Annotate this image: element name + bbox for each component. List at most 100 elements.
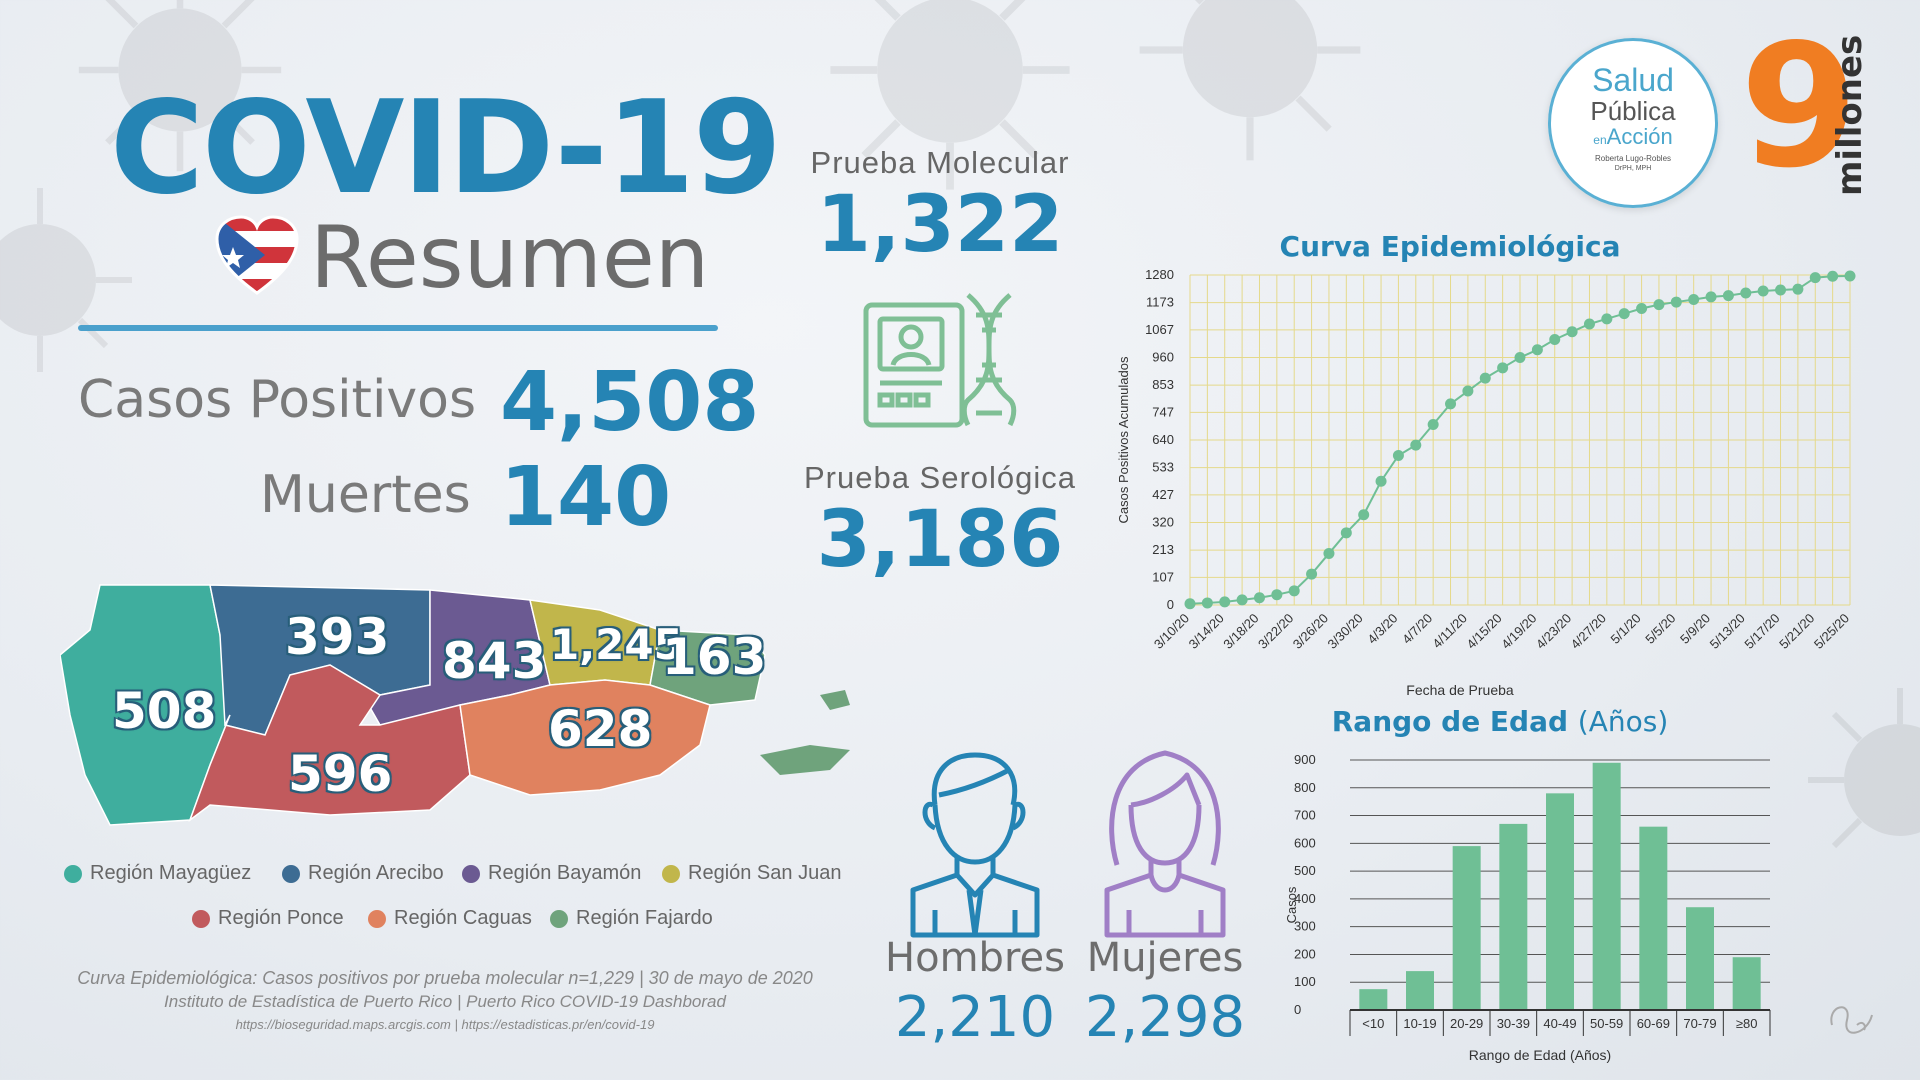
logo-line-en: en bbox=[1593, 133, 1607, 147]
x-tick-label: 5/21/20 bbox=[1776, 611, 1817, 652]
y-tick-label: 100 bbox=[1294, 974, 1316, 989]
age-bar bbox=[1546, 793, 1574, 1010]
epi-curve-point bbox=[1201, 597, 1213, 609]
age-bar bbox=[1452, 846, 1481, 1010]
region-value-fajardo: 163 bbox=[662, 628, 767, 686]
epi-curve-point bbox=[1792, 283, 1804, 295]
footnote-source-1: Curva Epidemiológica: Casos positivos po… bbox=[77, 968, 813, 988]
x-axis-label: Fecha de Prueba bbox=[1406, 682, 1514, 695]
legend-item-arecibo: Región Arecibo bbox=[282, 862, 444, 885]
logo-line-publica: Pública bbox=[1590, 96, 1676, 126]
serologic-test-value: 3,186 bbox=[816, 495, 1064, 585]
y-tick-label: 640 bbox=[1152, 432, 1174, 447]
epi-curve-title: Curva Epidemiológica bbox=[1279, 230, 1621, 263]
age-bar bbox=[1592, 762, 1621, 1010]
x-tick-label: 4/23/20 bbox=[1533, 611, 1574, 652]
y-axis-label: Casos bbox=[1284, 886, 1299, 923]
epi-curve-point bbox=[1410, 439, 1422, 451]
x-tick-label: 5/1/20 bbox=[1608, 611, 1644, 647]
men-value: 2,210 bbox=[894, 985, 1056, 1050]
women-label: Mujeres bbox=[1086, 935, 1244, 981]
molecular-test-label: Prueba Molecular bbox=[810, 145, 1070, 180]
epi-curve-point bbox=[1827, 270, 1839, 282]
x-tick-label: 3/22/20 bbox=[1255, 611, 1296, 652]
epi-curve-point bbox=[1757, 285, 1769, 297]
virus-decoration-icon bbox=[830, 0, 1070, 190]
x-tick-label: 30-39 bbox=[1497, 1016, 1530, 1031]
x-tick-label: 5/13/20 bbox=[1707, 611, 1748, 652]
epi-curve-point bbox=[1809, 272, 1821, 284]
y-axis-label: Casos Positivos Acumulados bbox=[1116, 356, 1131, 523]
y-tick-label: 747 bbox=[1152, 404, 1174, 419]
woman-icon bbox=[1104, 750, 1226, 938]
legend-dot-icon bbox=[550, 909, 568, 928]
puerto-rico-region-map bbox=[60, 584, 850, 826]
x-axis-label: Rango de Edad (Años) bbox=[1469, 1047, 1611, 1063]
epi-curve-point bbox=[1253, 592, 1265, 604]
legend-label-mayaguez: Región Mayagüez bbox=[90, 862, 252, 884]
epi-curve-point bbox=[1566, 326, 1578, 338]
deaths-label: Muertes bbox=[260, 465, 471, 525]
epi-curve-point bbox=[1740, 287, 1752, 299]
y-tick-label: 800 bbox=[1294, 780, 1316, 795]
epi-curve-point bbox=[1323, 547, 1335, 559]
epi-curve-point bbox=[1844, 270, 1856, 282]
epi-curve-point bbox=[1653, 299, 1665, 311]
man-icon bbox=[910, 752, 1040, 938]
legend-label-bayamon: Región Bayamón bbox=[488, 862, 642, 884]
virus-decoration-icon bbox=[0, 188, 132, 372]
legend-item-fajardo: Región Fajardo bbox=[550, 907, 713, 930]
y-tick-label: 200 bbox=[1294, 946, 1316, 961]
epi-curve-point bbox=[1375, 475, 1387, 487]
epi-curve-chart: 0 107 213 320 427 533 640 747 853 960 1067 1173 1280… bbox=[1116, 267, 1856, 695]
map-island-culebra bbox=[820, 690, 850, 710]
age-bar bbox=[1686, 907, 1714, 1010]
epi-curve-point bbox=[1340, 527, 1352, 539]
epi-curve-point bbox=[1306, 568, 1318, 580]
footnote-source-3: https://bioseguridad.maps.arcgis.com | h… bbox=[235, 1017, 655, 1032]
y-tick-label: 0 bbox=[1294, 1002, 1301, 1017]
x-tick-label: 3/10/20 bbox=[1151, 611, 1192, 652]
page-subtitle: Resumen bbox=[310, 208, 710, 308]
age-bar bbox=[1499, 823, 1528, 1010]
y-tick-label: 0 bbox=[1167, 597, 1174, 612]
x-tick-label: 5/25/20 bbox=[1811, 611, 1852, 652]
legend-dot-icon bbox=[368, 909, 386, 928]
page-title: COVID-19 bbox=[110, 74, 782, 223]
x-tick-label: 50-59 bbox=[1590, 1016, 1623, 1031]
legend-dot-icon bbox=[462, 864, 480, 883]
x-tick-label: 5/5/20 bbox=[1642, 611, 1678, 647]
region-value-ponce: 596 bbox=[288, 745, 393, 803]
legend-dot-icon bbox=[192, 909, 210, 928]
age-chart-title: Rango de Edad bbox=[1331, 705, 1569, 738]
epi-curve-point bbox=[1583, 318, 1595, 330]
age-bar bbox=[1406, 971, 1434, 1010]
age-chart-title-unit: (Años) bbox=[1577, 705, 1669, 738]
salud-publica-logo: Salud Pública enAcción Roberta Lugo-Robl… bbox=[1548, 38, 1718, 208]
age-bar-chart: 0 100 200 300 400 500 600 700 800 900 <10 10-19 20-2… bbox=[1284, 752, 1771, 1063]
lab-test-dna-icon bbox=[863, 293, 1017, 428]
y-tick-label: 213 bbox=[1152, 542, 1174, 557]
logo-author: Roberta Lugo-Robles bbox=[1594, 154, 1672, 163]
y-tick-label: 1280 bbox=[1145, 267, 1174, 282]
header-divider bbox=[78, 325, 718, 331]
x-tick-label: 10-19 bbox=[1403, 1016, 1436, 1031]
legend-item-caguas: Región Caguas bbox=[368, 907, 532, 930]
y-tick-label: 900 bbox=[1294, 752, 1316, 767]
deaths-value: 140 bbox=[500, 450, 672, 545]
legend-item-san-juan: Región San Juan bbox=[662, 862, 841, 885]
virus-decoration-icon bbox=[1139, 0, 1361, 161]
y-tick-label: 107 bbox=[1152, 569, 1174, 584]
epi-curve-point bbox=[1479, 372, 1491, 384]
x-tick-label: 70-79 bbox=[1683, 1016, 1716, 1031]
logo-line-accion: Acción bbox=[1606, 124, 1673, 149]
legend-label-arecibo: Región Arecibo bbox=[308, 862, 444, 884]
y-tick-label: 500 bbox=[1294, 863, 1316, 878]
serologic-test-label: Prueba Serológica bbox=[803, 460, 1077, 495]
logo-author-title: DrPH, MPH bbox=[1614, 165, 1652, 172]
legend-label-san-juan: Región San Juan bbox=[688, 862, 842, 884]
signature-logo-icon bbox=[1830, 1006, 1873, 1034]
x-tick-label: 4/19/20 bbox=[1498, 611, 1539, 652]
epi-curve-point bbox=[1219, 596, 1231, 608]
x-tick-label: 4/3/20 bbox=[1364, 611, 1400, 647]
